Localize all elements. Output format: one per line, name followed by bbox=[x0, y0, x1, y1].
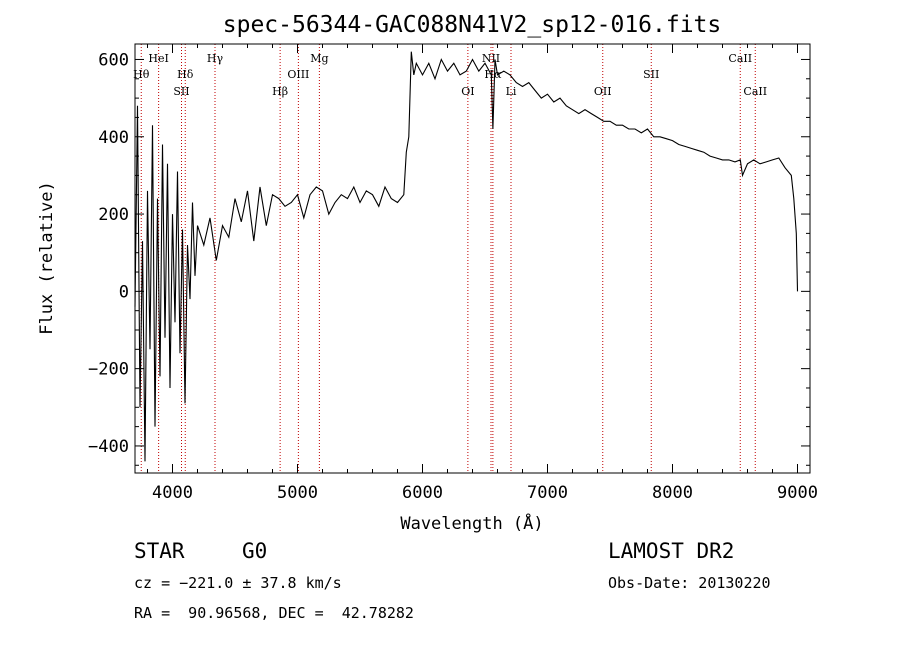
line-marker-label: Hβ bbox=[272, 85, 288, 98]
line-marker-label: CaII bbox=[728, 52, 752, 65]
line-marker-label: Mg bbox=[310, 52, 328, 65]
line-marker-label: OIII bbox=[287, 68, 309, 81]
y-tick-label: −400 bbox=[88, 437, 129, 457]
line-marker-label: Hθ bbox=[133, 68, 150, 81]
spectrum-line bbox=[134, 51, 799, 462]
line-marker-label: OI bbox=[461, 85, 474, 98]
x-tick-label: 5000 bbox=[277, 483, 318, 503]
survey-name: LAMOST DR2 bbox=[608, 539, 735, 563]
spectral-class: G0 bbox=[242, 539, 268, 563]
x-tick-label: 6000 bbox=[402, 483, 443, 503]
coordinates: RA = 90.96568, DEC = 42.78282 bbox=[134, 604, 414, 622]
x-tick-label: 9000 bbox=[777, 483, 818, 503]
y-tick-label: 600 bbox=[98, 50, 129, 70]
x-tick-label: 7000 bbox=[527, 483, 568, 503]
line-marker-label: Hα bbox=[484, 68, 502, 81]
line-marker-label: SII bbox=[643, 68, 659, 81]
x-axis: 4000 5000 6000 7000 8000 9000 bbox=[147, 44, 818, 503]
redshift-cz: cz = −221.0 ± 37.8 km/s bbox=[134, 574, 342, 592]
line-marker-label: HeI bbox=[148, 52, 168, 65]
y-axis-label: Flux (relative) bbox=[37, 181, 57, 335]
chart-title: spec-56344-GAC088N41V2_sp12-016.fits bbox=[223, 12, 722, 38]
observation-date: Obs-Date: 20130220 bbox=[608, 574, 771, 592]
y-tick-label: −200 bbox=[88, 360, 129, 380]
x-tick-label: 8000 bbox=[652, 483, 693, 503]
object-type: STAR bbox=[134, 539, 185, 563]
y-axis: −400 −200 0 200 400 600 bbox=[88, 50, 810, 466]
x-tick-label: 4000 bbox=[152, 483, 193, 503]
x-axis-label: Wavelength (Å) bbox=[400, 512, 543, 534]
y-tick-label: 200 bbox=[98, 205, 129, 225]
line-marker-label: Hγ bbox=[207, 52, 224, 65]
y-tick-label: 400 bbox=[98, 128, 129, 148]
line-marker-label: Hδ bbox=[177, 68, 194, 81]
line-marker-label: Li bbox=[506, 85, 517, 98]
plot-frame bbox=[134, 43, 811, 474]
line-marker-label: OII bbox=[594, 85, 612, 98]
y-tick-label: 0 bbox=[119, 282, 129, 302]
line-marker-label: CaII bbox=[743, 85, 767, 98]
line-marker-label: SII bbox=[173, 85, 189, 98]
